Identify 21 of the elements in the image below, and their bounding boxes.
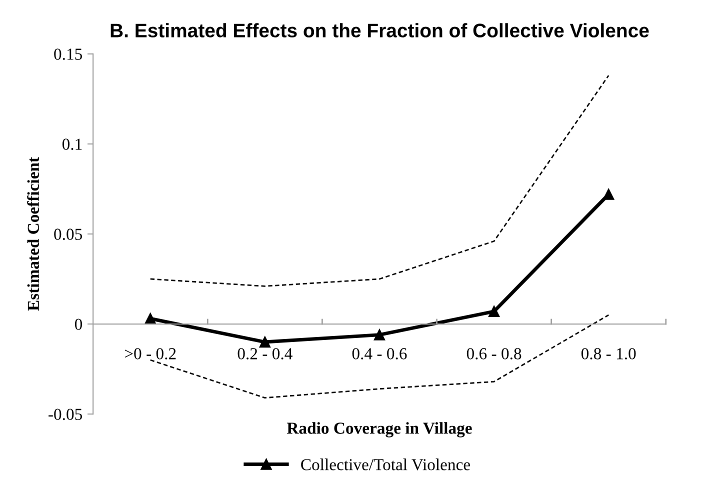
x-tick-label: 0.4 - 0.6: [352, 348, 407, 360]
x-tick-label: 0.8 - 1.0: [581, 348, 636, 360]
chart-title: B. Estimated Effects on the Fraction of Collective Violence: [110, 23, 649, 38]
point: [603, 188, 614, 200]
y-tick-label: 0.05: [54, 228, 82, 240]
x-axis-title: Radio Coverage in Village: [286, 422, 472, 438]
point: [374, 329, 386, 340]
y-tick-label: -0.05: [48, 408, 82, 420]
y-axis-title: Estimated Coefficient: [27, 156, 40, 311]
point: [259, 336, 270, 348]
y-tick-label: 0.15: [54, 48, 82, 60]
x-tick-label: 0.2 - 0.4: [238, 348, 292, 360]
x-tick-label: 0.6 - 0.8: [466, 348, 522, 360]
point: [144, 313, 156, 324]
y-tick-label: 0: [74, 318, 82, 330]
point: [488, 306, 500, 317]
x-tick-label: >0 - 0.2: [124, 348, 176, 360]
line-series: [150, 74, 610, 287]
line-series: [150, 314, 610, 399]
y-tick-label: 0.1: [62, 138, 82, 150]
legend-label: Collective/Total Violence: [301, 458, 470, 470]
